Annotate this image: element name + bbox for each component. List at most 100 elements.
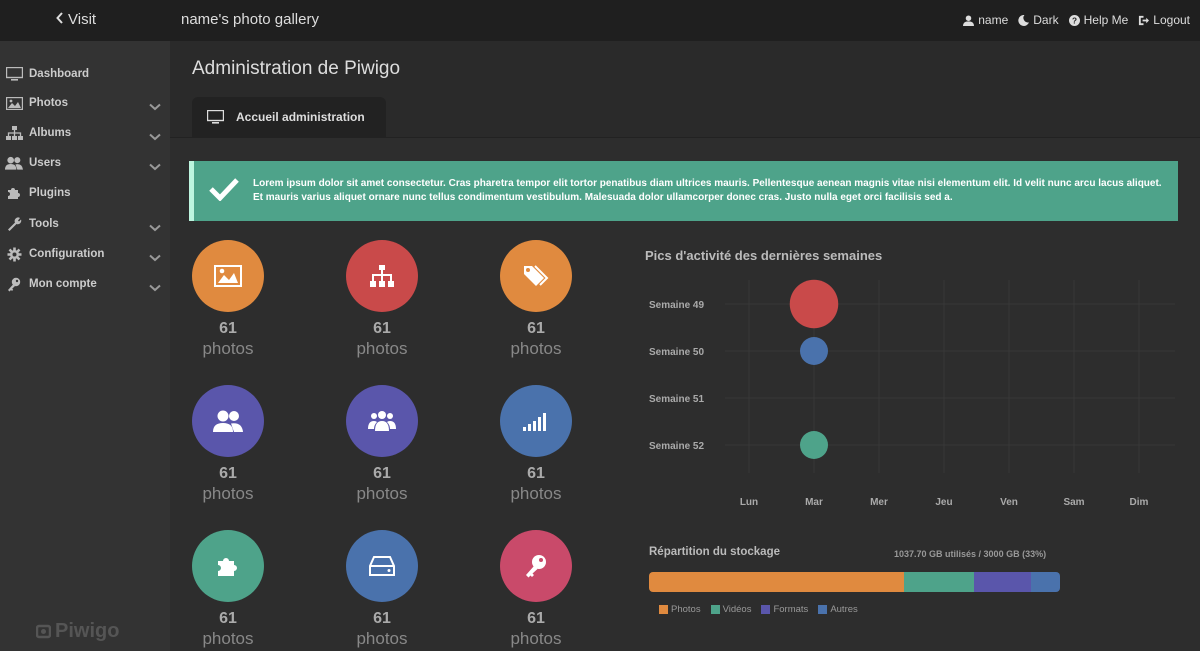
piwigo-logo: Piwigo <box>36 620 119 643</box>
gallery-title[interactable]: name's photo gallery <box>181 11 319 28</box>
sidebar-item-label: Plugins <box>29 187 71 199</box>
visit-link[interactable]: Visit <box>56 11 96 28</box>
stat-card[interactable]: 61 photos <box>342 385 422 504</box>
stat-circle[interactable] <box>192 530 264 602</box>
stat-card[interactable]: 61 photos <box>342 240 422 359</box>
x-tick-label: Dim <box>1130 497 1149 508</box>
stat-unit: photos <box>356 484 408 503</box>
sidebar-item-tools[interactable]: Tools <box>0 212 170 236</box>
image-icon <box>5 96 23 110</box>
stat-circle[interactable] <box>346 530 418 602</box>
stat-circle[interactable] <box>500 240 572 312</box>
legend-swatch <box>761 605 771 614</box>
storage-segment <box>973 572 1032 592</box>
piwigo-logo-text: Piwigo <box>55 620 120 642</box>
stat-circle[interactable] <box>500 385 572 457</box>
stat-value: 61 <box>373 320 391 337</box>
sidebar-item-label: Configuration <box>29 248 105 260</box>
stat-circle[interactable] <box>500 530 572 602</box>
stat-circle[interactable] <box>192 385 264 457</box>
key-icon <box>5 277 23 291</box>
stat-value: 61 <box>219 320 237 337</box>
sidebar-item-photos[interactable]: Photos <box>0 91 170 115</box>
legend-swatch <box>818 605 828 614</box>
stat-unit: photos <box>356 629 408 648</box>
help-label: Help Me <box>1083 13 1129 27</box>
top-bar: Visit name's photo gallery name Dark ? H… <box>0 0 1200 41</box>
sidebar-item-configuration[interactable]: Configuration <box>0 242 170 266</box>
stat-card[interactable]: 61 photos <box>188 530 268 649</box>
chart-title: Pics d'activité des dernières semaines <box>645 248 883 263</box>
legend-item: Photos <box>659 604 701 615</box>
page-title: Administration de Piwigo <box>192 58 401 79</box>
stat-value: 61 <box>373 610 391 627</box>
y-tick-label: Semaine 49 <box>649 300 704 311</box>
legend-label: Photos <box>671 604 701 615</box>
puzzle-icon <box>218 558 237 576</box>
legend-swatch <box>710 605 720 614</box>
chevron-left-icon <box>56 11 64 28</box>
puzzle-icon <box>5 186 23 200</box>
sidebar-item-label: Users <box>29 157 61 169</box>
sidebar-item-albums[interactable]: Albums <box>0 121 170 145</box>
tab-accueil-administration[interactable]: Accueil administration <box>192 97 386 138</box>
chevron-down-icon <box>149 98 161 116</box>
tab-label: Accueil administration <box>236 110 365 124</box>
users-icon <box>213 410 243 432</box>
logout-link[interactable]: Logout <box>1138 13 1190 27</box>
camera-icon <box>36 624 51 639</box>
legend-label: Vidéos <box>722 604 752 615</box>
user-label: name <box>978 13 1009 27</box>
chevron-down-icon <box>149 158 161 176</box>
x-tick-label: Ven <box>1000 497 1018 508</box>
logout-label: Logout <box>1153 13 1190 27</box>
question-circle-icon: ? <box>1068 14 1080 26</box>
stat-card[interactable]: 61 photos <box>496 530 576 649</box>
sidebar-item-plugins[interactable]: Plugins <box>0 181 170 205</box>
key-icon <box>526 555 546 578</box>
sidebar-item-label: Mon compte <box>29 278 97 290</box>
sidebar-item-label: Albums <box>29 127 72 139</box>
stat-card[interactable]: 61 photos <box>342 530 422 649</box>
stat-circle[interactable] <box>346 240 418 312</box>
stat-unit: photos <box>356 339 408 358</box>
storage-bar <box>649 572 1060 592</box>
storage-segment <box>903 572 974 592</box>
stat-unit: photos <box>510 629 562 648</box>
chevron-down-icon <box>149 219 161 237</box>
stat-card[interactable]: 61 photos <box>496 385 576 504</box>
storage-segment <box>1031 572 1060 592</box>
user-menu[interactable]: name <box>963 13 1008 27</box>
x-tick-label: Jeu <box>935 497 952 508</box>
chevron-down-icon <box>149 128 161 146</box>
x-tick-label: Mar <box>805 497 823 508</box>
sitemap-icon <box>5 126 23 140</box>
chevron-down-icon <box>149 249 161 267</box>
wrench-icon <box>5 216 23 231</box>
stat-card[interactable]: 61 photos <box>188 385 268 504</box>
storage-legend: Photos Vidéos Formats Autres <box>659 604 858 615</box>
theme-toggle[interactable]: Dark <box>1018 13 1059 27</box>
check-icon <box>209 177 239 206</box>
stat-card[interactable]: 61 photos <box>496 240 576 359</box>
activity-point <box>800 431 828 459</box>
top-right-menu: name Dark ? Help Me Logout <box>963 13 1190 27</box>
activity-point <box>789 279 839 329</box>
stat-card[interactable]: 61 photos <box>188 240 268 359</box>
sidebar: Dashboard Photos Albums Users Plugins To… <box>0 41 170 651</box>
stat-unit: photos <box>202 629 254 648</box>
hdd-icon <box>369 556 395 576</box>
sidebar-item-mon-compte[interactable]: Mon compte <box>0 272 170 296</box>
legend-item: Autres <box>818 604 858 615</box>
stat-circle[interactable] <box>192 240 264 312</box>
moon-icon <box>1018 14 1030 26</box>
activity-chart: Semaine 49 Semaine 50 Semaine 51 Semaine 52… <box>649 279 1175 508</box>
tags-icon <box>524 265 549 286</box>
sidebar-item-users[interactable]: Users <box>0 151 170 175</box>
sidebar-item-dashboard[interactable]: Dashboard <box>0 62 170 86</box>
sidebar-item-label: Photos <box>29 97 68 109</box>
legend-label: Autres <box>830 604 858 615</box>
stat-circle[interactable] <box>346 385 418 457</box>
help-link[interactable]: ? Help Me <box>1068 13 1129 27</box>
sitemap-icon <box>370 265 394 287</box>
